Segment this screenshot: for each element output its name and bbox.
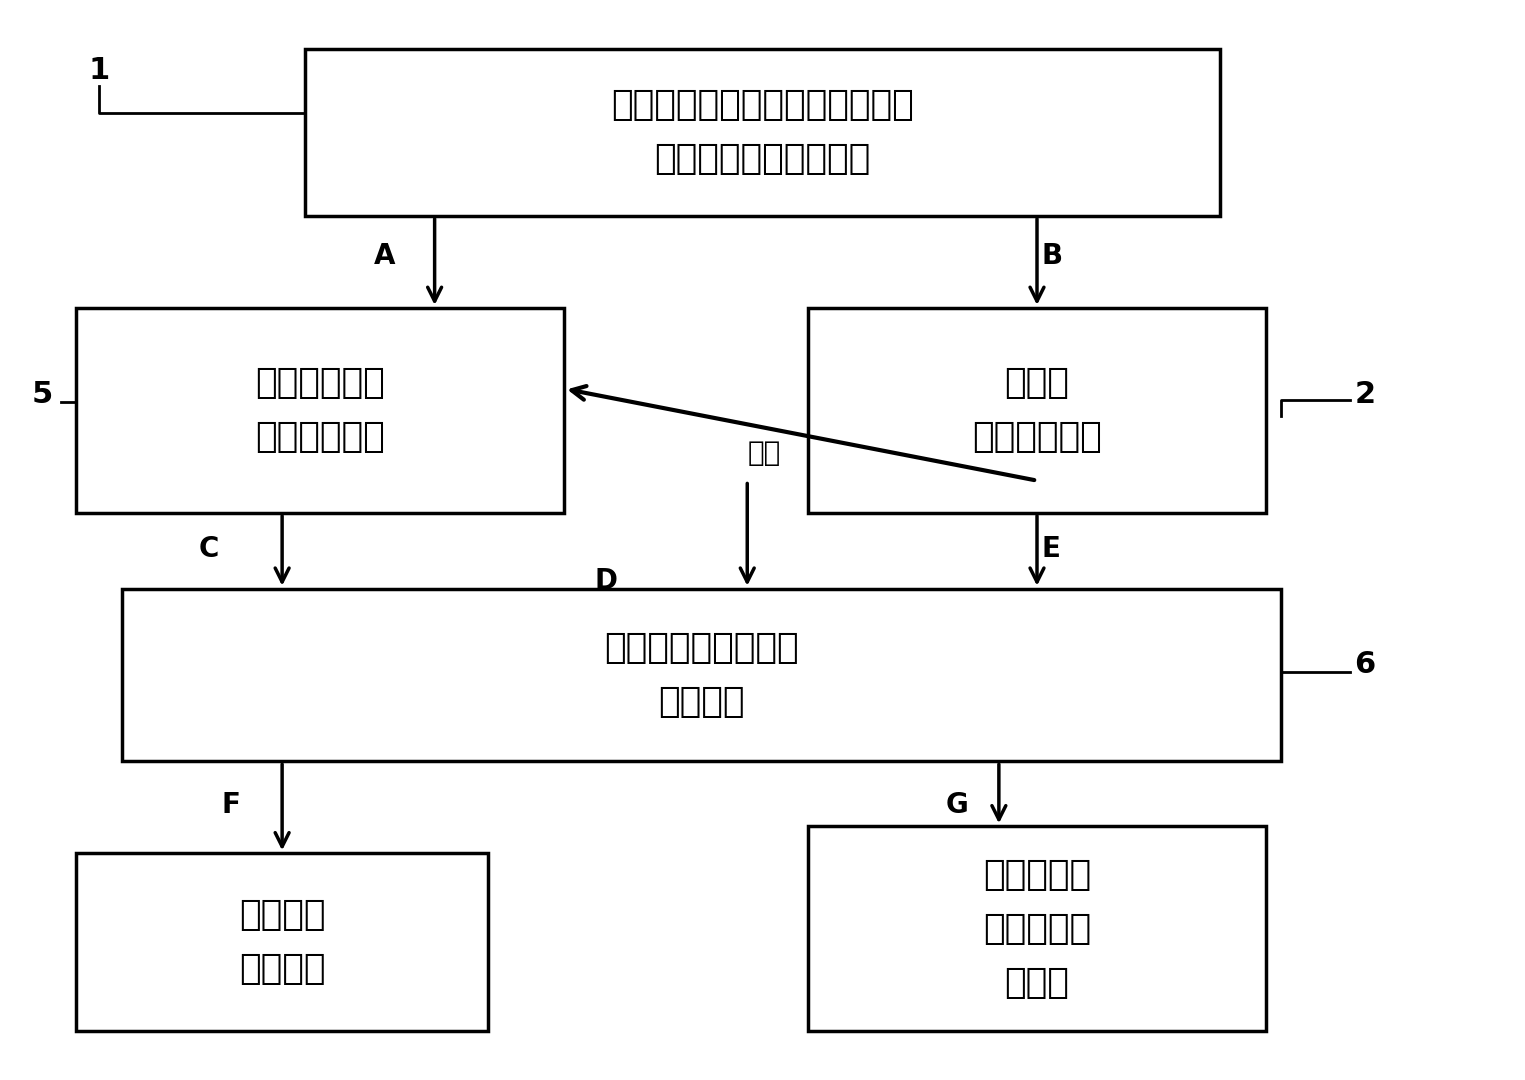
Text: 以人脸比对系统软件: 以人脸比对系统软件 xyxy=(604,631,799,665)
Text: G: G xyxy=(946,791,968,819)
Text: 进行比对: 进行比对 xyxy=(659,685,744,719)
Bar xyxy=(808,308,1266,513)
Text: D: D xyxy=(595,567,618,595)
Text: E: E xyxy=(1042,535,1060,563)
Text: 采集人脸数据: 采集人脸数据 xyxy=(255,420,386,455)
Text: 1: 1 xyxy=(88,56,110,84)
Text: A: A xyxy=(374,242,395,270)
Text: 可人工甄别: 可人工甄别 xyxy=(984,912,1090,946)
Text: 阅读器: 阅读器 xyxy=(1005,366,1069,401)
Text: B: B xyxy=(1042,242,1063,270)
Text: 提取人脸数据: 提取人脸数据 xyxy=(971,420,1103,455)
Text: C: C xyxy=(198,535,218,563)
Text: 提示用户面部正对摄（照）像机: 提示用户面部正对摄（照）像机 xyxy=(612,89,913,122)
Text: 6: 6 xyxy=(1354,650,1376,678)
Bar xyxy=(808,826,1266,1031)
Bar xyxy=(305,49,1220,216)
Bar xyxy=(76,853,488,1031)
Text: 获得授权: 获得授权 xyxy=(239,953,325,986)
Text: F: F xyxy=(221,791,239,819)
Text: 驱动: 驱动 xyxy=(747,438,781,467)
Text: 2: 2 xyxy=(1354,380,1376,408)
Text: 5: 5 xyxy=(32,380,53,408)
Text: 或报警: 或报警 xyxy=(1005,966,1069,1000)
Text: 未通过验证: 未通过验证 xyxy=(984,858,1090,892)
Bar xyxy=(76,308,564,513)
Text: 摄（照）像机: 摄（照）像机 xyxy=(255,366,386,401)
Bar xyxy=(122,589,1281,761)
Text: 通过验证: 通过验证 xyxy=(239,899,325,932)
Text: 并将身份证贴近阅读器: 并将身份证贴近阅读器 xyxy=(654,143,871,176)
